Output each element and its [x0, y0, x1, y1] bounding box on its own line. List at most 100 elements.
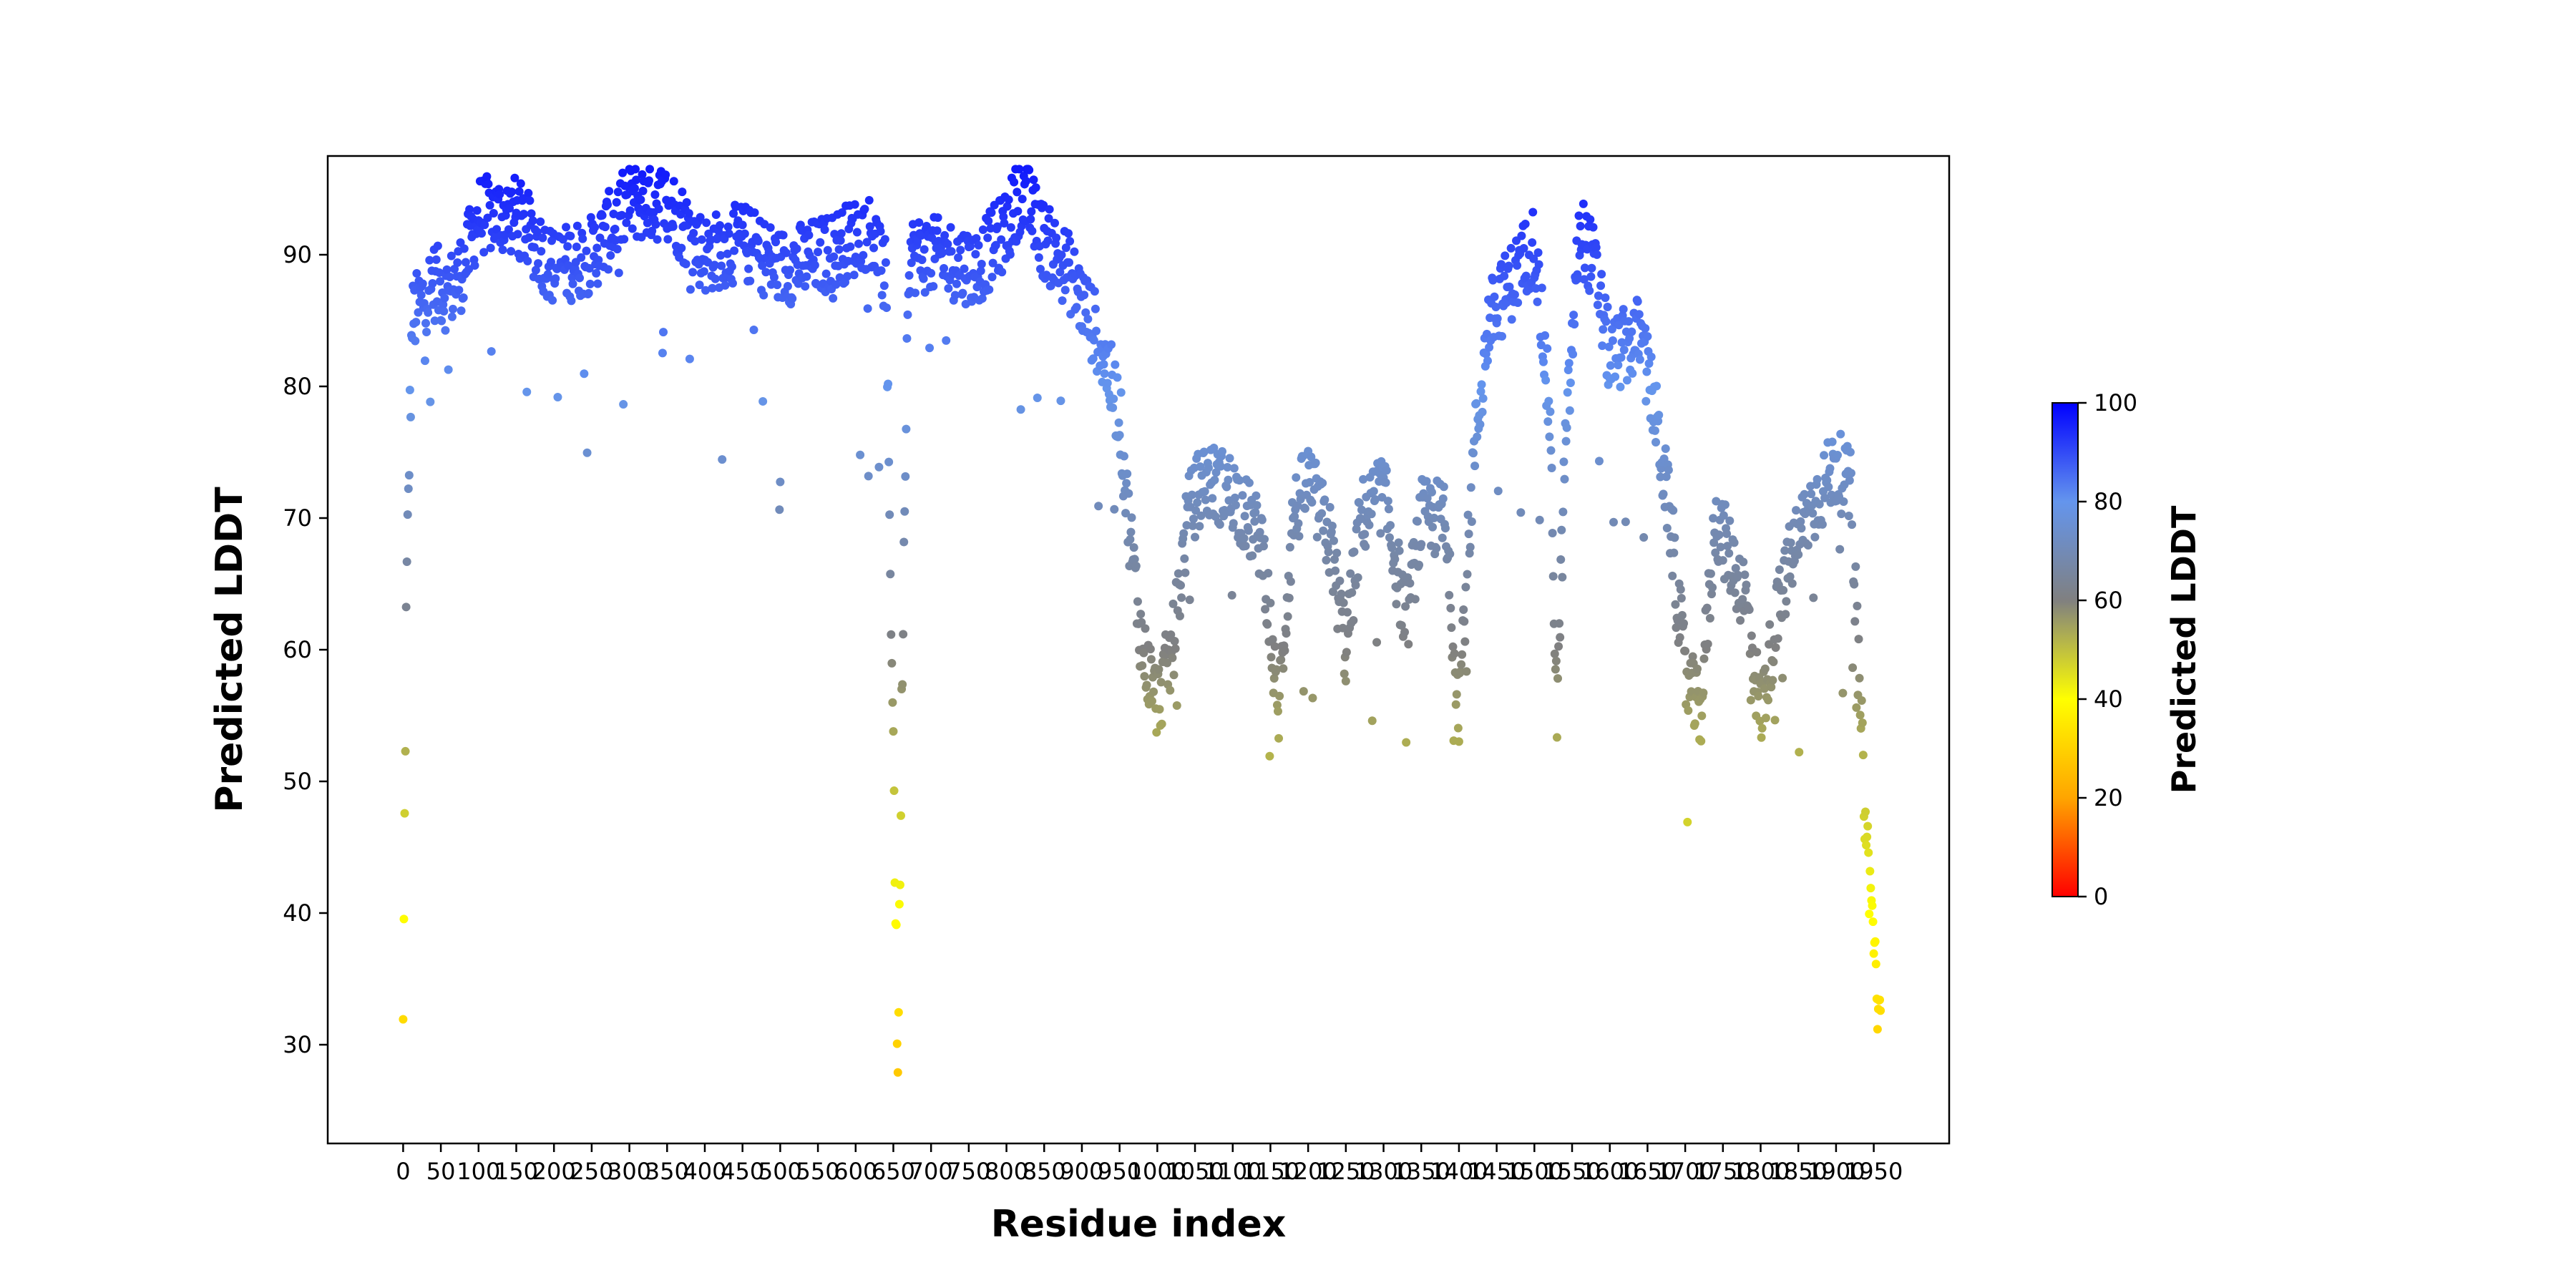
residue-point — [1729, 538, 1739, 547]
residue-point — [401, 602, 411, 612]
residue-point — [1699, 654, 1709, 663]
residue-point — [933, 213, 942, 223]
residue-point — [1163, 658, 1172, 668]
residue-point — [447, 312, 457, 321]
residue-point — [1731, 564, 1740, 573]
residue-point — [1513, 298, 1523, 307]
residue-point — [486, 243, 495, 253]
residue-point — [1603, 302, 1612, 311]
residue-point — [654, 205, 663, 214]
residue-point — [1809, 593, 1818, 602]
residue-point — [1614, 361, 1623, 370]
residue-point — [1452, 690, 1461, 699]
residue-point — [699, 267, 708, 276]
residue-point — [1504, 261, 1513, 270]
residue-point — [412, 268, 421, 278]
residue-point — [441, 326, 450, 335]
residue-point — [422, 327, 431, 336]
y-tick-label: 40 — [283, 899, 312, 927]
residue-point — [505, 204, 514, 213]
residue-point — [1114, 418, 1123, 427]
residue-point — [1445, 590, 1454, 600]
residue-point — [1252, 501, 1262, 510]
x-tick-label: 1600 — [1581, 1158, 1639, 1185]
colorbar-tick-label: 0 — [2094, 883, 2108, 910]
residue-point — [1863, 832, 1872, 841]
residue-point — [932, 226, 942, 235]
x-tick-label: 400 — [683, 1158, 726, 1185]
residue-point — [1229, 519, 1238, 528]
residue-point — [703, 258, 713, 267]
residue-point — [1760, 664, 1770, 673]
residue-point — [1528, 208, 1538, 217]
residue-point — [1346, 569, 1355, 578]
residue-point — [988, 258, 997, 268]
residue-point — [1865, 909, 1874, 919]
residue-point — [538, 233, 547, 243]
residue-point — [983, 233, 992, 243]
residue-point — [1439, 482, 1448, 492]
residue-point — [1415, 560, 1424, 570]
residue-point — [862, 238, 872, 247]
residue-point — [1027, 207, 1036, 216]
residue-point — [1794, 550, 1803, 560]
residue-point — [779, 230, 788, 240]
residue-point — [1768, 675, 1777, 685]
residue-point — [1716, 542, 1725, 552]
residue-point — [958, 288, 967, 298]
x-tick-label: 1650 — [1619, 1158, 1677, 1185]
residue-point — [1347, 588, 1357, 597]
residue-point — [406, 412, 415, 421]
residue-point — [1813, 474, 1822, 484]
residue-point — [1300, 504, 1309, 513]
x-tick-label: 350 — [645, 1158, 689, 1185]
residue-point — [1652, 381, 1662, 391]
residue-point — [1083, 314, 1093, 323]
residue-point — [1498, 331, 1507, 341]
residue-point — [884, 457, 894, 467]
residue-point — [453, 258, 462, 267]
x-tick-label: 750 — [947, 1158, 990, 1185]
residue-point — [1376, 529, 1385, 538]
residue-point — [942, 336, 951, 345]
residue-point — [1566, 379, 1575, 388]
residue-point — [1876, 1006, 1885, 1015]
residue-point — [1702, 603, 1712, 613]
residue-point — [399, 914, 409, 924]
residue-point — [711, 210, 721, 220]
x-tick-label: 1750 — [1694, 1158, 1752, 1185]
residue-point — [428, 278, 437, 288]
residue-point — [802, 272, 811, 281]
residue-point — [944, 284, 953, 293]
residue-point — [1269, 673, 1279, 683]
residue-point — [688, 268, 698, 277]
residue-point — [804, 230, 814, 240]
residue-point — [1217, 447, 1226, 456]
residue-point — [1056, 396, 1065, 406]
residue-point — [1635, 355, 1644, 364]
residue-point — [1825, 464, 1835, 473]
residue-point — [663, 235, 673, 244]
residue-point — [1639, 533, 1649, 542]
residue-point — [1382, 466, 1391, 475]
residue-point — [1222, 482, 1231, 492]
residue-point — [1641, 323, 1650, 333]
residue-point — [977, 259, 986, 268]
residue-point — [1404, 640, 1413, 649]
residue-point — [695, 280, 704, 290]
residue-point — [814, 248, 823, 257]
residue-point — [1598, 341, 1607, 351]
residue-point — [1369, 487, 1378, 496]
residue-point — [1088, 354, 1098, 364]
residue-point — [1752, 648, 1762, 657]
residue-point — [894, 1008, 903, 1017]
residue-point — [1123, 469, 1132, 479]
residue-point — [927, 268, 936, 278]
residue-point — [1195, 522, 1204, 531]
residue-point — [1477, 380, 1486, 389]
x-tick-label: 1700 — [1656, 1158, 1714, 1185]
residue-point — [829, 293, 838, 303]
residue-point — [1810, 532, 1820, 542]
residue-point — [575, 273, 585, 283]
residue-point — [1000, 219, 1009, 228]
